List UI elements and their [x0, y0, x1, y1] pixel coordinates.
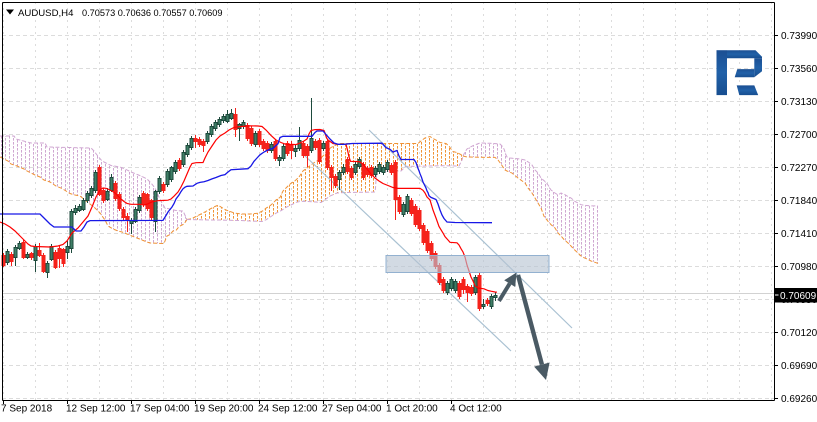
- svg-text:0.70120: 0.70120: [781, 328, 817, 339]
- svg-text:17 Sep 04:00: 17 Sep 04:00: [130, 404, 190, 415]
- svg-text:0.73990: 0.73990: [781, 31, 817, 42]
- svg-text:AUDUSD,H4: AUDUSD,H4: [18, 8, 74, 19]
- svg-text:0.70980: 0.70980: [781, 262, 817, 273]
- svg-text:0.73560: 0.73560: [781, 64, 817, 75]
- svg-text:0.69260: 0.69260: [781, 394, 817, 405]
- svg-text:12 Sep 12:00: 12 Sep 12:00: [66, 404, 126, 415]
- svg-text:27 Sep 04:00: 27 Sep 04:00: [322, 404, 382, 415]
- svg-text:0.69690: 0.69690: [781, 361, 817, 372]
- svg-text:24 Sep 12:00: 24 Sep 12:00: [258, 404, 318, 415]
- svg-text:0.73130: 0.73130: [781, 97, 817, 108]
- svg-text:0.72270: 0.72270: [781, 163, 817, 174]
- svg-text:0.70573 0.70636 0.70557 0.7060: 0.70573 0.70636 0.70557 0.70609: [82, 8, 223, 18]
- svg-text:0.71410: 0.71410: [781, 229, 817, 240]
- svg-text:0.70609: 0.70609: [780, 291, 817, 302]
- svg-text:0.72700: 0.72700: [781, 130, 817, 141]
- svg-text:1 Oct 20:00: 1 Oct 20:00: [386, 404, 438, 415]
- svg-text:0.71840: 0.71840: [781, 196, 817, 207]
- svg-text:7 Sep 2018: 7 Sep 2018: [1, 404, 53, 415]
- svg-text:4 Oct 12:00: 4 Oct 12:00: [450, 404, 502, 415]
- svg-text:19 Sep 20:00: 19 Sep 20:00: [194, 404, 254, 415]
